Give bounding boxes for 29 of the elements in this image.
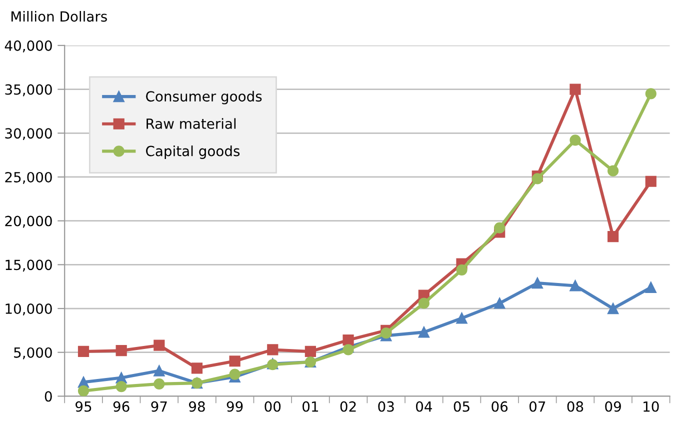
x-tick-label: 01: [302, 401, 318, 412]
x-tick-label: 06: [492, 401, 508, 412]
x-tick-label: 00: [264, 401, 281, 412]
x-tick-label: 10: [644, 401, 659, 412]
legend-label: Raw material: [146, 118, 236, 129]
y-tick-label: 25,000: [5, 172, 52, 184]
y-tick-label: 35,000: [5, 84, 52, 96]
x-tick-label: 96: [113, 401, 130, 412]
x-tick-label: 03: [378, 401, 394, 412]
legend-label: Consumer goods: [146, 90, 262, 104]
x-tick-label: 07: [529, 401, 546, 412]
x-tick-label: 04: [416, 401, 432, 412]
x-tick-label: 02: [340, 401, 356, 412]
legend-label: Capital goods: [146, 146, 240, 159]
x-tick-label: 95: [76, 401, 92, 412]
y-tick-label: 10,000: [6, 303, 52, 316]
y-tick-label: 5,000: [14, 347, 52, 360]
x-tick-label: 08: [567, 401, 584, 412]
x-tick-label: 99: [226, 401, 243, 412]
y-tick-label: 40,000: [4, 40, 52, 52]
y-tick-label: 0: [44, 391, 52, 402]
x-tick-label: 98: [189, 401, 205, 412]
y-axis-title: Million Dollars: [11, 10, 107, 22]
y-tick-label: 20,000: [5, 216, 52, 228]
y-tick-label: 30,000: [5, 128, 52, 140]
y-tick-label: 15,000: [6, 260, 52, 272]
x-tick-label: 09: [605, 401, 621, 412]
x-tick-label: 97: [151, 401, 167, 412]
x-tick-label: 05: [454, 401, 470, 412]
